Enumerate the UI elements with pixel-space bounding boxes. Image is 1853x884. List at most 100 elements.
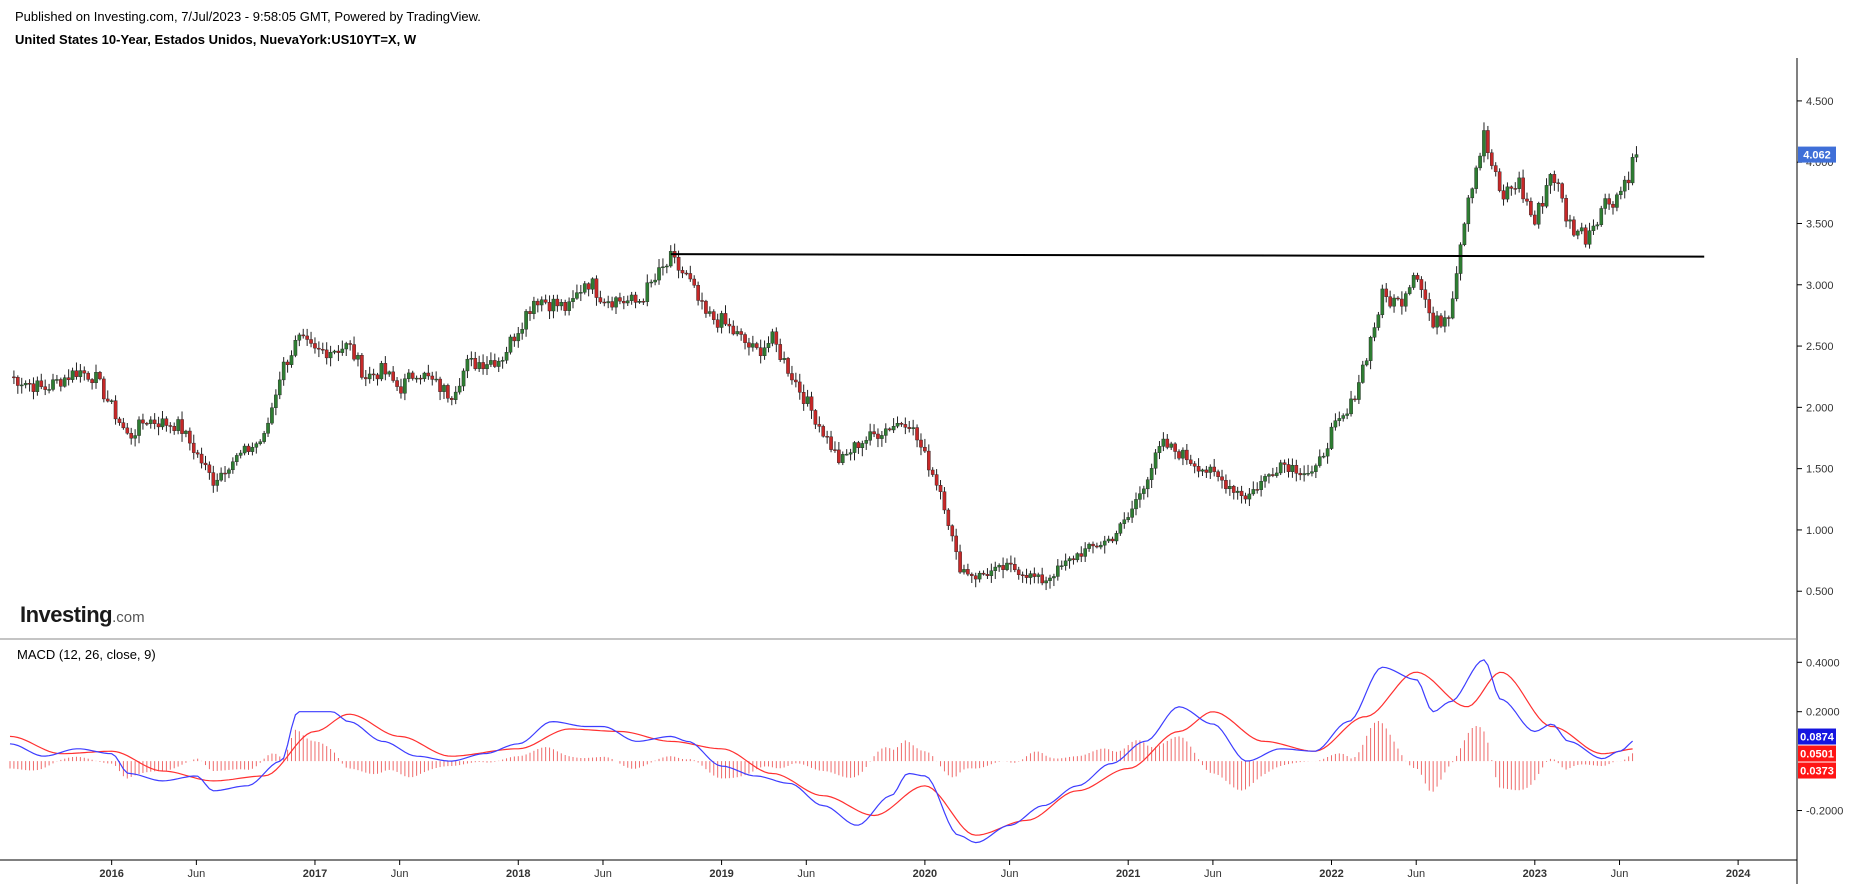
candle-body xyxy=(1200,469,1205,472)
candle-body xyxy=(887,428,892,431)
candle-body xyxy=(1185,449,1189,461)
candle-body xyxy=(1114,533,1119,542)
candle-body xyxy=(880,435,884,439)
macd-value-badge-bg xyxy=(1798,728,1836,745)
candle-body xyxy=(145,423,149,425)
candle-body xyxy=(735,331,740,335)
candle-body xyxy=(1357,382,1361,400)
candle-body xyxy=(723,313,728,325)
time-tick-label: 2023 xyxy=(1523,868,1547,880)
candle-body xyxy=(1255,489,1260,491)
candle-body xyxy=(915,427,919,441)
candle-body xyxy=(1450,298,1455,319)
candle-body xyxy=(1075,553,1080,561)
candle-body xyxy=(1607,198,1611,205)
price-tick-label: 0.500 xyxy=(1806,586,1834,598)
candle-body xyxy=(348,343,352,345)
candle-body xyxy=(1251,489,1256,495)
candle-body xyxy=(774,331,779,345)
candle-body xyxy=(1095,545,1099,548)
candle-body xyxy=(977,572,982,580)
candle-body xyxy=(934,474,939,486)
candle-body xyxy=(1016,569,1021,575)
candle-body xyxy=(1317,456,1322,466)
candle-body xyxy=(117,418,122,423)
candle-body xyxy=(563,302,567,311)
candle-body xyxy=(860,443,865,449)
time-tick-label: Jun xyxy=(797,868,815,880)
candle-body xyxy=(962,569,966,573)
candle-body xyxy=(461,370,466,387)
candle-body xyxy=(223,472,227,475)
candle-body xyxy=(852,442,857,453)
candle-body xyxy=(1149,468,1154,480)
candle-body xyxy=(1294,465,1299,474)
candle-body xyxy=(23,383,28,386)
candle-body xyxy=(598,297,603,303)
candle-body xyxy=(227,469,231,474)
candle-body xyxy=(958,551,962,573)
candle-body xyxy=(665,265,669,268)
price-tick-label: 3.500 xyxy=(1806,218,1834,230)
candle-body xyxy=(195,452,200,455)
price-tick-label: 3.000 xyxy=(1806,280,1834,292)
candle-body xyxy=(1619,190,1623,195)
last-price-badge: 4.062 xyxy=(1803,150,1831,162)
candle-body xyxy=(801,392,806,404)
candle-body xyxy=(696,285,700,301)
candle-body xyxy=(1048,577,1052,581)
candle-body xyxy=(586,283,591,290)
candle-body xyxy=(833,449,837,451)
candle-body xyxy=(1212,466,1217,472)
candle-body xyxy=(633,294,638,303)
candle-body xyxy=(453,391,458,400)
candle-body xyxy=(821,426,826,437)
candle-body xyxy=(246,445,251,452)
candle-body xyxy=(1001,565,1005,570)
macd-tick-label: 0.2000 xyxy=(1806,707,1840,719)
candle-body xyxy=(618,297,622,302)
candle-body xyxy=(344,343,349,350)
candle-body xyxy=(731,325,736,335)
time-tick-label: 2020 xyxy=(913,868,937,880)
time-tick-label: 2024 xyxy=(1726,868,1751,880)
candle-body xyxy=(766,343,771,348)
candle-body xyxy=(1462,223,1467,245)
candle-body xyxy=(305,335,309,340)
candle-body xyxy=(1020,574,1025,576)
candle-body xyxy=(1556,182,1561,184)
candle-body xyxy=(1509,186,1514,189)
candle-body xyxy=(47,389,51,391)
candle-body xyxy=(1173,443,1177,452)
candle-body xyxy=(547,302,552,312)
candle-body xyxy=(231,461,235,471)
candle-body xyxy=(1595,224,1600,227)
candle-body xyxy=(188,430,192,444)
candle-body xyxy=(582,283,587,293)
candle-body xyxy=(133,435,137,439)
macd-line xyxy=(9,659,1634,844)
candle-body xyxy=(1529,201,1533,216)
macd-axis-ticks: 0.4000 0.2000 -0.2000 xyxy=(1797,657,1843,818)
candle-body xyxy=(430,375,435,380)
candle-body xyxy=(614,297,618,308)
candle-body xyxy=(1325,448,1330,457)
candle-body xyxy=(954,535,958,552)
price-tick-label: 4.500 xyxy=(1806,96,1834,108)
candle-body xyxy=(1056,565,1060,577)
candle-body xyxy=(1599,208,1604,225)
candle-body xyxy=(199,453,204,464)
candle-body xyxy=(1501,190,1506,200)
candle-body xyxy=(317,347,321,350)
candle-body xyxy=(1400,298,1404,307)
candle-body xyxy=(168,425,173,427)
candle-body xyxy=(1192,463,1197,467)
candle-body xyxy=(102,378,106,400)
candle-body xyxy=(805,396,810,404)
candle-body xyxy=(684,272,689,275)
candle-body xyxy=(1036,574,1041,577)
candle-body xyxy=(1364,360,1369,366)
value-badges: 4.062 0.0874 0.0501 0.0373 xyxy=(1798,146,1836,779)
last-price-badge-bg xyxy=(1798,146,1836,163)
